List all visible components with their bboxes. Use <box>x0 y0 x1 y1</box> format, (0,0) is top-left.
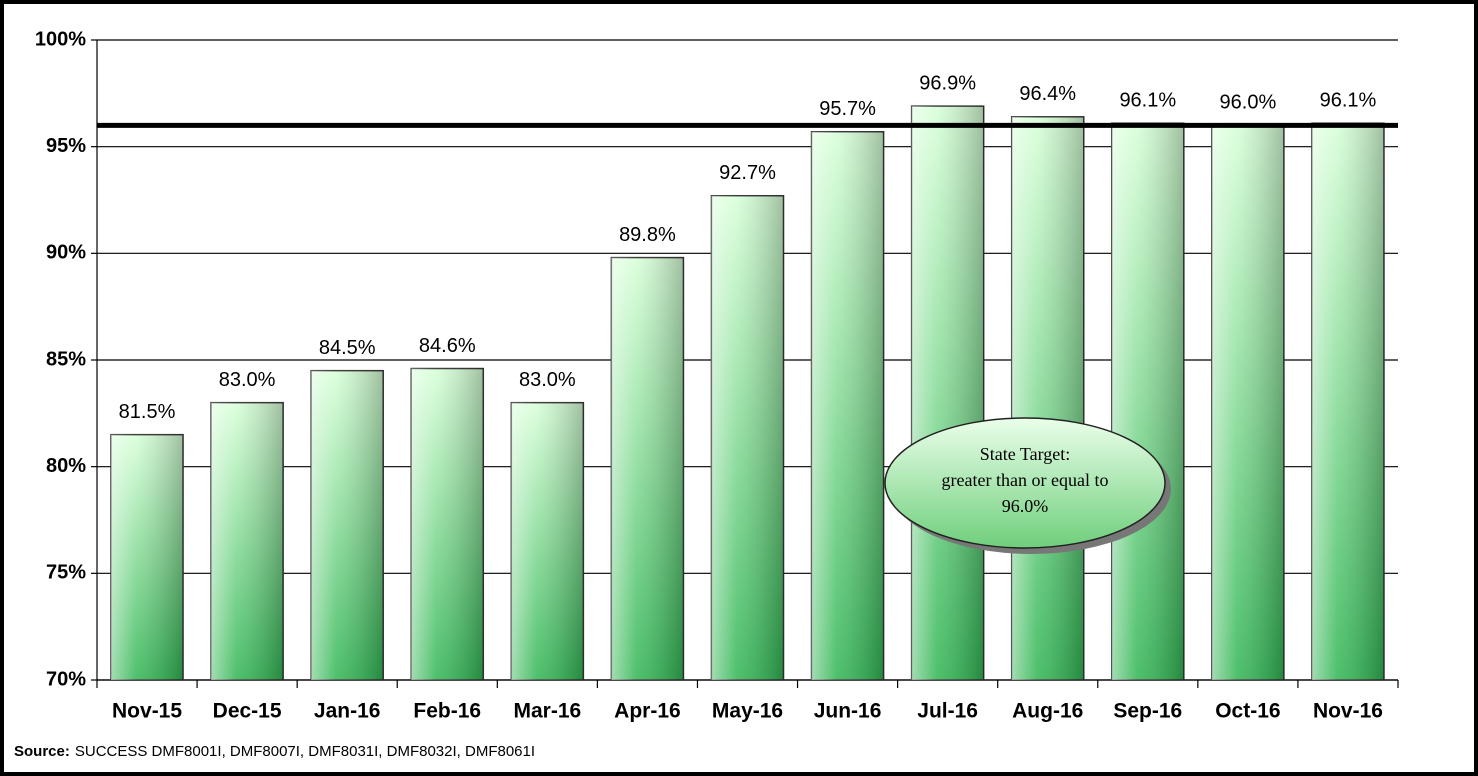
x-tick-label: Jan-16 <box>314 700 381 723</box>
value-label: 92.7% <box>719 162 776 184</box>
bar <box>210 401 284 681</box>
value-label: 83.0% <box>519 369 576 391</box>
bar <box>310 369 384 681</box>
x-tick-label: Jun-16 <box>814 700 882 723</box>
value-label: 96.0% <box>1220 92 1277 114</box>
y-tick-label: 80% <box>46 455 86 477</box>
x-tick-label: Dec-15 <box>213 700 282 723</box>
y-tick-label: 95% <box>46 135 86 157</box>
y-tick-label: 85% <box>46 348 86 370</box>
x-tick-label: Mar-16 <box>513 700 581 723</box>
value-label: 84.6% <box>419 335 476 357</box>
source: Source: SUCCESS DMF8001I, DMF8007I, DMF80… <box>14 743 535 760</box>
x-tick-label: Aug-16 <box>1012 700 1083 723</box>
source-label: Source: <box>14 743 70 760</box>
bar <box>1111 122 1185 681</box>
y-tick-label: 90% <box>46 242 86 264</box>
value-label: 81.5% <box>119 401 176 423</box>
x-tick-label: Feb-16 <box>413 700 481 723</box>
value-label: 84.5% <box>319 337 376 359</box>
x-tick-label: Sep-16 <box>1113 700 1182 723</box>
bar <box>810 130 885 681</box>
x-tick-label: Nov-15 <box>112 700 182 723</box>
value-label: 96.1% <box>1119 89 1176 111</box>
bar <box>910 105 985 681</box>
bar <box>410 367 485 681</box>
bar <box>1010 116 1085 681</box>
y-tick-label: 70% <box>46 668 86 690</box>
value-label: 96.1% <box>1320 89 1377 111</box>
x-tick-label: May-16 <box>712 700 783 723</box>
y-tick-label: 75% <box>46 562 86 584</box>
value-label: 83.0% <box>219 369 276 391</box>
bar <box>710 194 785 681</box>
x-tick-label: Apr-16 <box>614 700 681 723</box>
x-tick-label: Nov-16 <box>1313 700 1383 723</box>
value-label: 95.7% <box>819 98 876 120</box>
value-label: 89.8% <box>619 224 676 246</box>
x-tick-label: Jul-16 <box>917 700 978 723</box>
bar <box>110 433 184 681</box>
bar <box>1211 124 1285 681</box>
y-tick-label: 100% <box>35 28 86 50</box>
x-tick-label: Oct-16 <box>1215 700 1280 723</box>
source-text: SUCCESS DMF8001I, DMF8007I, DMF8031I, DM… <box>75 743 535 760</box>
annotation-text: State Target: <box>980 444 1071 464</box>
bar <box>510 401 585 681</box>
bar <box>610 256 685 681</box>
annotation-text: greater than or equal to <box>942 470 1109 490</box>
annotation-bubble <box>884 417 1166 549</box>
bar <box>1311 122 1385 681</box>
value-label: 96.9% <box>919 72 976 94</box>
value-label: 96.4% <box>1019 83 1076 105</box>
annotation-text: 96.0% <box>1002 496 1049 516</box>
